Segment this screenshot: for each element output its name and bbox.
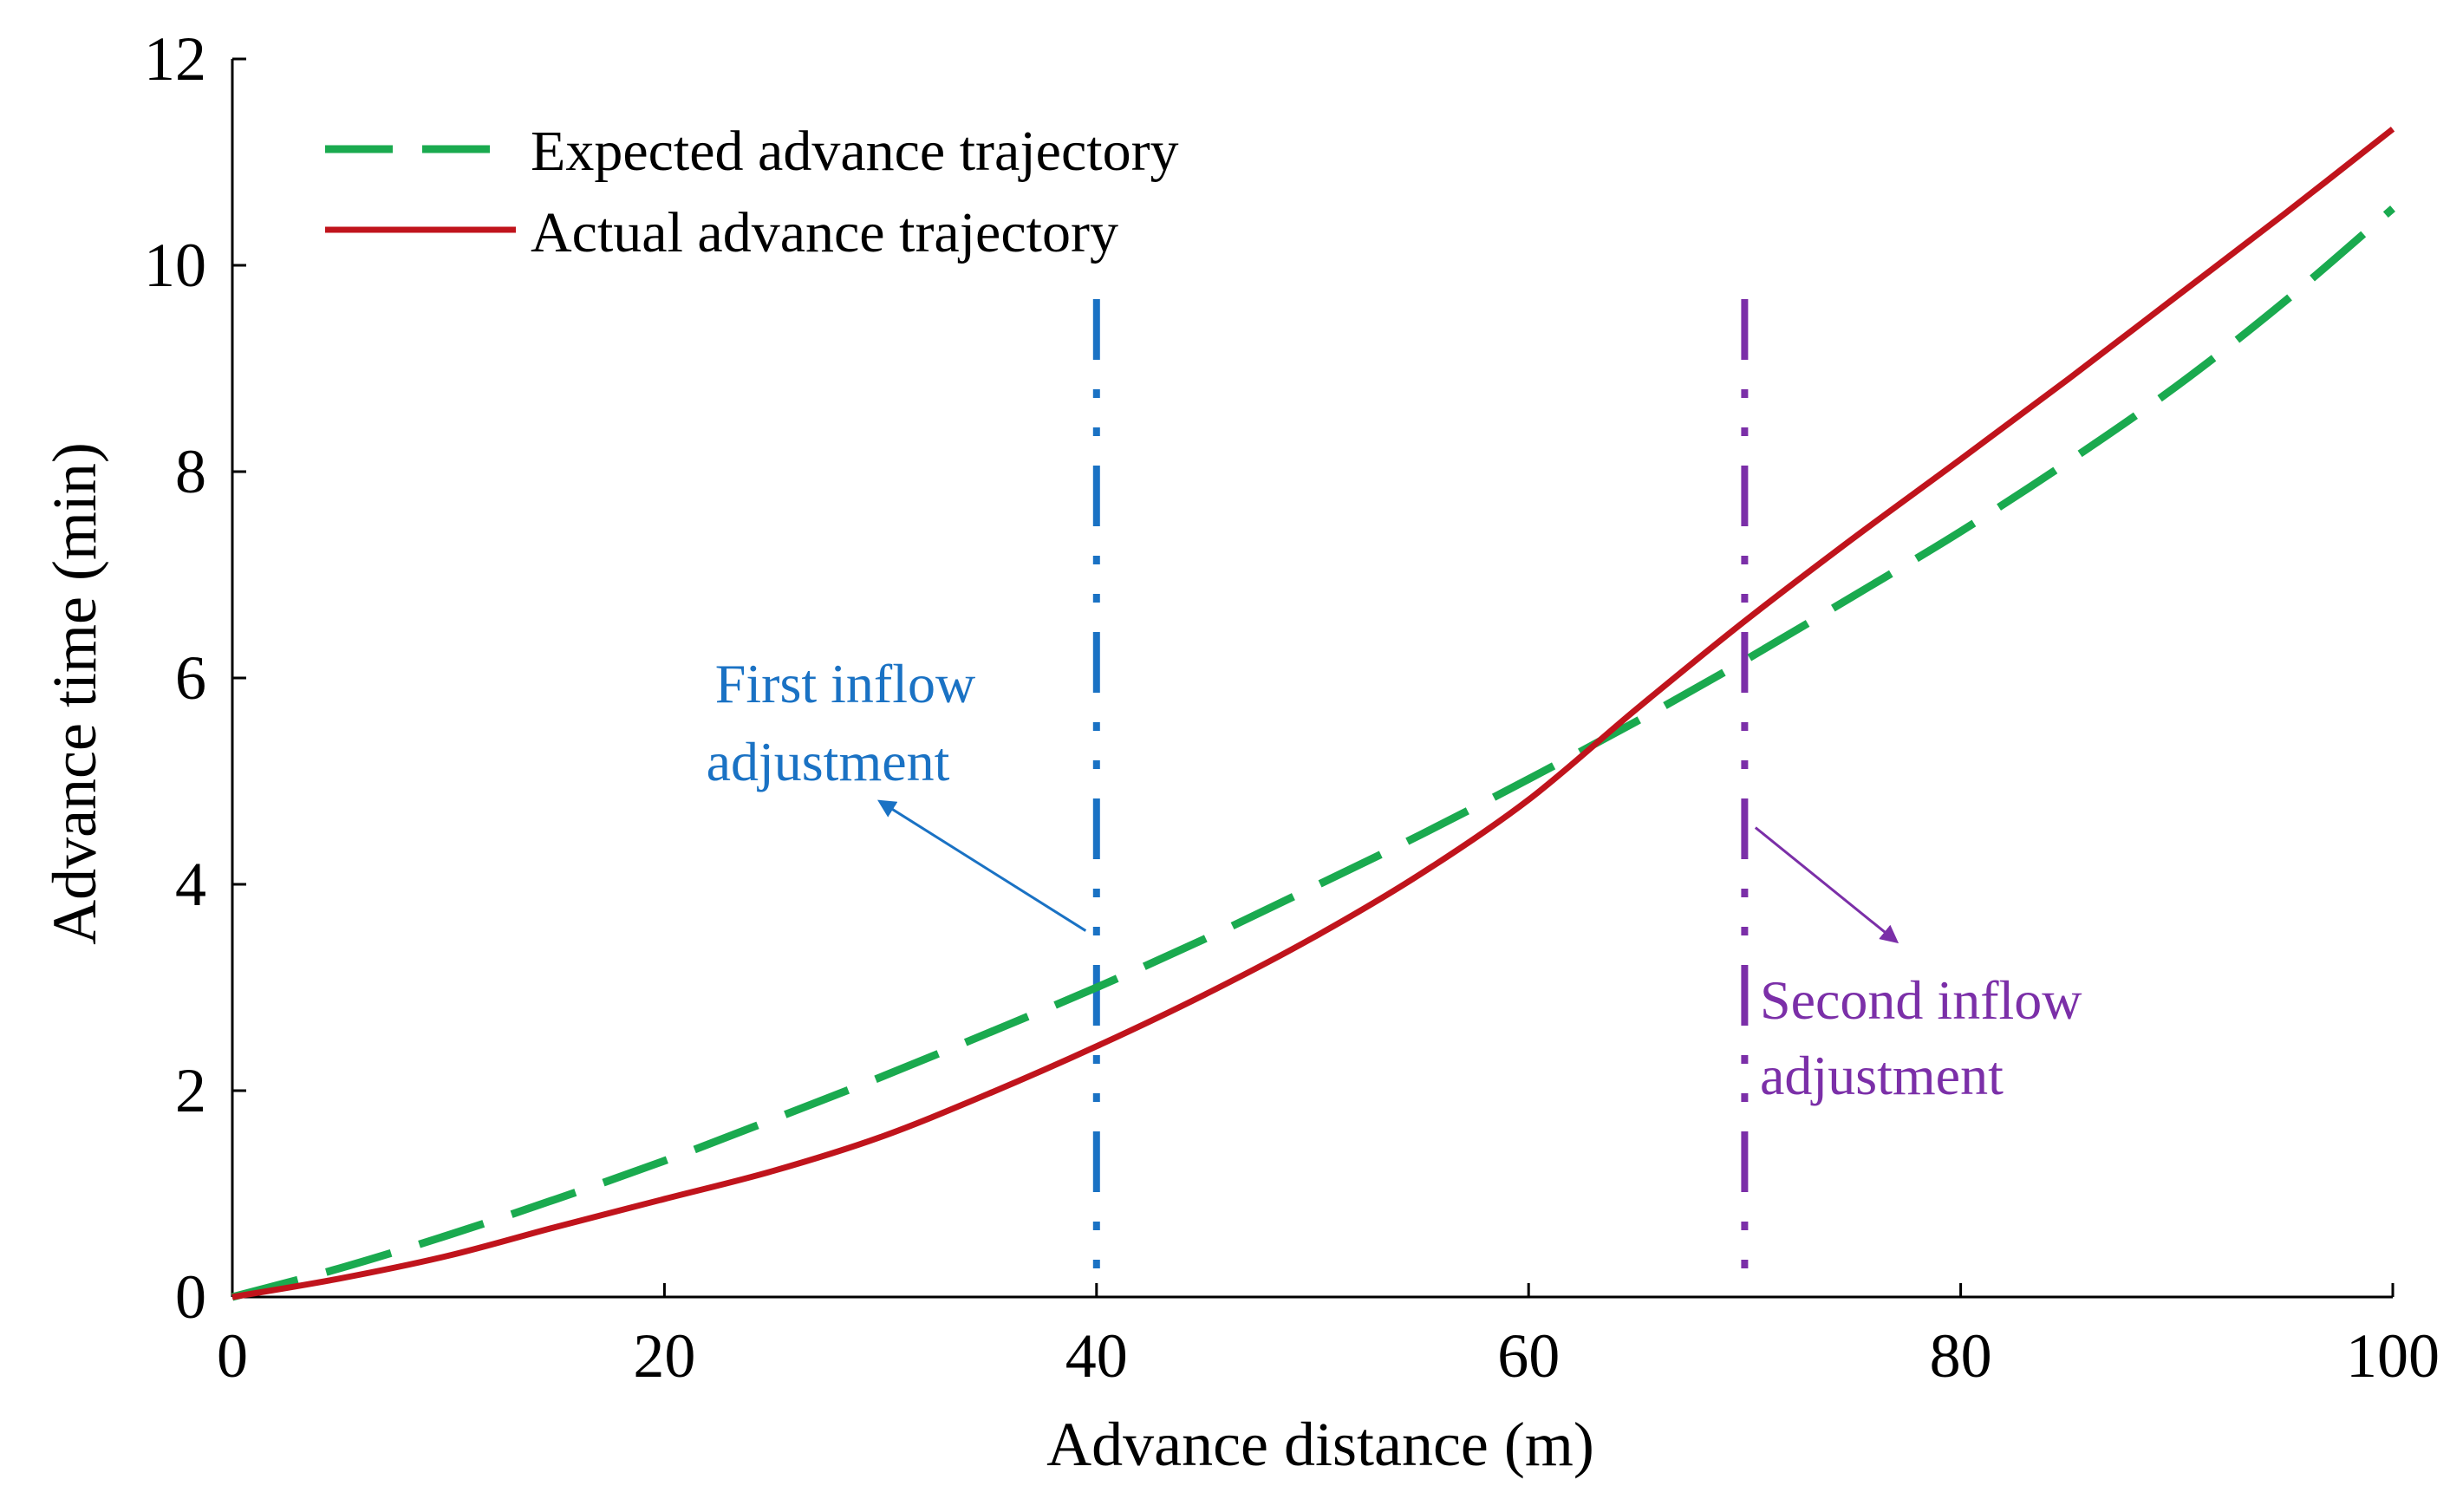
x-tick-label: 100: [2346, 1321, 2440, 1391]
x-tick-label: 0: [217, 1321, 248, 1391]
y-tick-label: 10: [144, 231, 206, 300]
second-inflow-label-line2: adjustment: [1760, 1045, 2004, 1106]
second-inflow-annotation: Second inflow adjustment: [1760, 969, 2082, 1106]
y-tick-label: 12: [144, 24, 206, 94]
second-inflow-label-line1: Second inflow: [1760, 969, 2082, 1031]
y-tick-label: 0: [175, 1262, 206, 1332]
x-tick-label: 60: [1497, 1321, 1560, 1391]
second-inflow-arrow: [1754, 826, 1899, 944]
series-expected-line: [231, 205, 2395, 1301]
first-inflow-label-line2: adjustment: [707, 731, 950, 792]
y-tick-label: 2: [175, 1056, 206, 1125]
y-tick-label: 4: [175, 850, 206, 919]
x-axis-label: Advance distance (m): [1046, 1410, 1594, 1479]
first-inflow-annotation: First inflow adjustment: [707, 653, 976, 792]
legend-label-expected: Expected advance trajectory: [531, 120, 1179, 183]
y-tick-label: 6: [175, 643, 206, 713]
x-tick-label: 80: [1930, 1321, 1992, 1391]
legend-label-actual: Actual advance trajectory: [531, 201, 1118, 264]
reference-lines: [1092, 299, 1749, 1297]
first-inflow-arrow: [877, 799, 1087, 932]
x-tick-label: 20: [633, 1321, 695, 1391]
ticks: 0 20 40 60 80 100 0 2 4 6 8 10 12: [144, 24, 2440, 1391]
legend: Expected advance trajectory Actual advan…: [325, 120, 1179, 264]
first-inflow-label-line1: First inflow: [715, 653, 975, 714]
y-axis-label: Advance time (min): [40, 442, 109, 945]
y-tick-label: 8: [175, 437, 206, 506]
series-actual-line: [231, 127, 2395, 1300]
x-tick-label: 40: [1065, 1321, 1128, 1391]
annotations: [877, 799, 1899, 944]
series: [231, 127, 2395, 1301]
